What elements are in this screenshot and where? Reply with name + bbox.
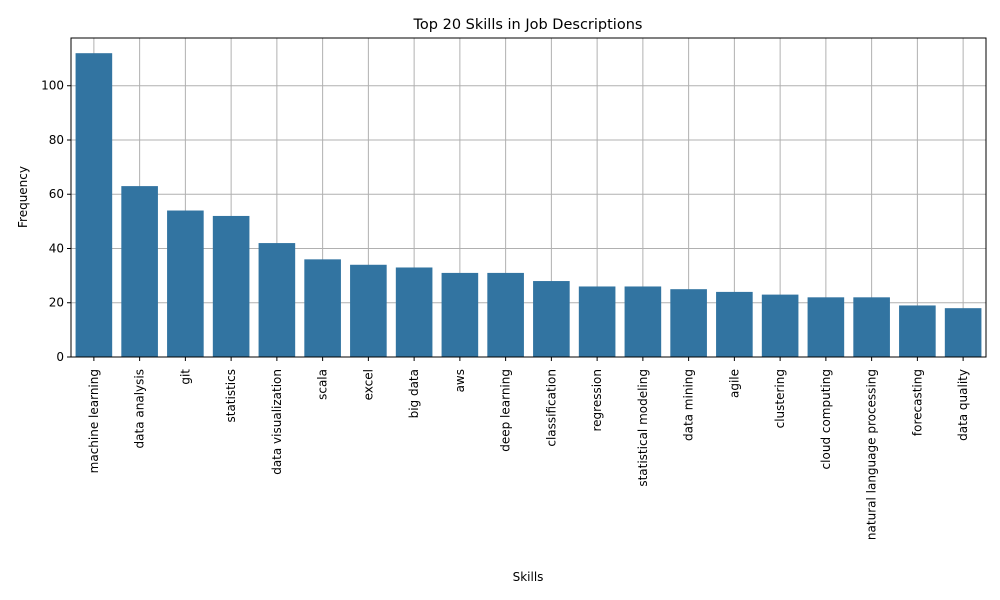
y-tick-label: 100 (41, 79, 64, 93)
bar (212, 215, 250, 357)
x-tick-label: big data (407, 369, 421, 418)
x-tick-label: cloud computing (819, 369, 833, 469)
y-tick-label: 80 (49, 133, 64, 147)
bar (487, 272, 524, 357)
x-tick-label: aws (453, 369, 467, 392)
x-tick-label: data analysis (133, 369, 147, 448)
bar (121, 186, 158, 357)
bar (899, 305, 936, 357)
bar (395, 267, 433, 357)
x-tick-label: deep learning (499, 369, 513, 452)
bars (75, 53, 982, 357)
x-tick-label: machine learning (87, 369, 101, 473)
x-tick-label: clustering (773, 369, 787, 428)
chart-title: Top 20 Skills in Job Descriptions (413, 17, 643, 33)
x-tick-label: git (178, 369, 192, 385)
y-tick-label: 20 (49, 296, 64, 310)
y-axis-title: Frequency (16, 166, 30, 228)
plot-frame (70, 37, 987, 358)
bar (716, 291, 753, 357)
bar (670, 289, 707, 357)
x-tick-label: natural language processing (865, 369, 879, 540)
bar (578, 286, 616, 357)
y-tick-label: 40 (49, 241, 64, 255)
x-axis-title: Skills (513, 570, 544, 584)
bar (853, 297, 890, 357)
x-tick-label: agile (727, 369, 741, 398)
bar (441, 272, 479, 357)
x-tick-label: forecasting (910, 369, 924, 436)
bar (304, 259, 341, 357)
bar (807, 297, 845, 357)
x-tick-label: data quality (956, 369, 970, 441)
bar (944, 308, 982, 357)
y-tick-label: 60 (49, 187, 64, 201)
bar (533, 281, 570, 357)
x-tick-label: regression (590, 369, 604, 432)
x-tick-label: scala (316, 369, 330, 400)
bar (761, 294, 799, 357)
x-tick-label: classification (544, 369, 558, 447)
bar (350, 264, 387, 357)
x-tick-label: data visualization (270, 369, 284, 475)
x-tick-label: statistical modeling (636, 369, 650, 487)
bar (75, 53, 113, 357)
bar (624, 286, 662, 357)
bar (258, 243, 296, 357)
y-axis-ticks: 0 20 40 60 80 100 (41, 79, 71, 364)
x-axis-ticks: machine learning data analysis git statisti… (87, 357, 970, 540)
x-tick-label: data mining (682, 369, 696, 441)
bar (167, 210, 204, 357)
x-tick-label: statistics (224, 369, 238, 423)
y-tick-label: 0 (56, 350, 64, 364)
x-tick-label: excel (361, 369, 375, 400)
grid-lines (71, 38, 986, 358)
